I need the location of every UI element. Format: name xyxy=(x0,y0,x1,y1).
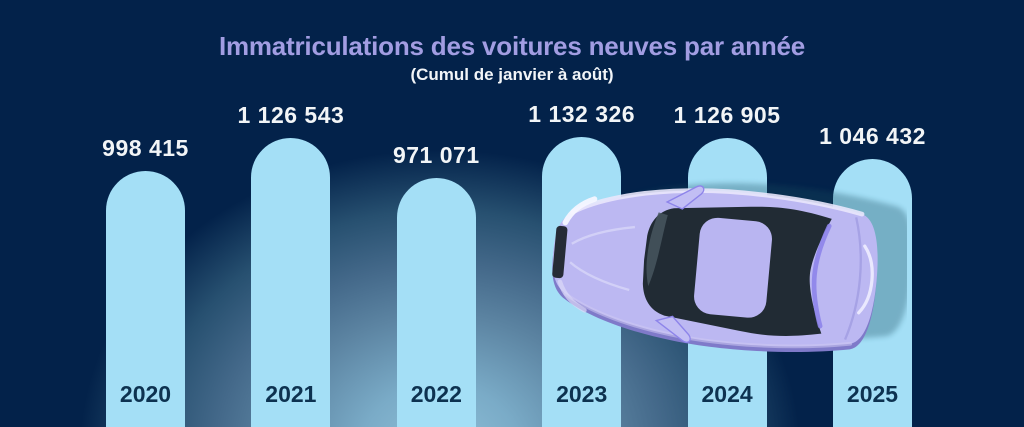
bar-category-label: 2021 xyxy=(265,381,317,407)
bar-group-2022: 971 071 2022 xyxy=(393,0,479,427)
bar-group-2020: 998 415 2020 xyxy=(102,0,188,427)
car-purple-accent xyxy=(811,223,832,329)
car-mirror-bottom xyxy=(654,315,691,344)
car-front-grille xyxy=(552,225,568,279)
bar-group-2021: 1 126 543 2021 xyxy=(237,0,344,427)
bar-category-label: 2022 xyxy=(410,381,462,407)
bar-value-label: 1 126 905 xyxy=(673,102,781,128)
car-windshield-reflection xyxy=(646,212,668,287)
bar-2020 xyxy=(106,171,185,427)
car-front-swoosh-highlight xyxy=(562,196,598,226)
bar-2021 xyxy=(251,138,331,427)
car-trunk-seam xyxy=(843,217,862,341)
car-mirror-top xyxy=(665,185,705,210)
bar-category-label: 2024 xyxy=(701,381,753,407)
bar-category-label: 2025 xyxy=(846,381,899,407)
car-top-view xyxy=(545,176,884,352)
bar-category-label: 2020 xyxy=(119,381,172,407)
car-front-lower-highlight xyxy=(557,279,587,313)
car-hood-crease xyxy=(569,261,630,292)
car-roof xyxy=(694,217,772,318)
bar-value-label: 1 126 543 xyxy=(237,102,345,128)
car-hood-crease xyxy=(571,225,636,245)
car-rear-highlight xyxy=(857,244,874,315)
chart-subtitle: (Cumul de janvier à août) xyxy=(410,65,614,84)
bar-value-label: 1 046 432 xyxy=(819,123,926,149)
car-illustration xyxy=(545,175,907,352)
bar-value-label: 1 132 326 xyxy=(528,101,636,127)
bar-2022 xyxy=(396,178,476,427)
bar-value-label: 971 071 xyxy=(392,142,480,168)
chart-header: Immatriculations des voitures neuves par… xyxy=(0,0,1024,85)
bar-category-label: 2023 xyxy=(556,381,608,407)
bar-value-label: 998 415 xyxy=(102,135,189,161)
chart-title: Immatriculations des voitures neuves par… xyxy=(218,31,806,61)
